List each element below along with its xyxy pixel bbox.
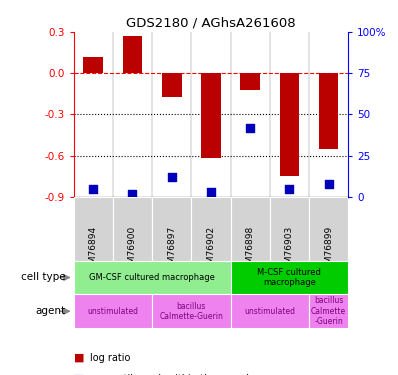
Bar [309,197,348,261]
Point [247,124,254,130]
Text: GSM76903: GSM76903 [285,226,294,275]
Text: log ratio: log ratio [90,353,130,363]
Bar [240,73,260,90]
Text: ■: ■ [74,374,84,375]
Bar [152,197,191,261]
Title: GDS2180 / AGhsA261608: GDS2180 / AGhsA261608 [126,16,296,29]
Bar [74,261,230,294]
Text: unstimulated: unstimulated [244,307,295,316]
Text: GSM76898: GSM76898 [246,226,255,275]
Text: GSM76897: GSM76897 [167,226,176,275]
Text: agent: agent [35,306,66,316]
Text: GSM76902: GSM76902 [207,226,215,274]
Bar [74,197,113,261]
Text: GM-CSF cultured macrophage: GM-CSF cultured macrophage [89,273,215,282]
Bar [230,197,270,261]
Text: GSM76900: GSM76900 [128,226,137,275]
Bar [152,294,230,328]
Text: bacillus
Calmette-Guerin: bacillus Calmette-Guerin [159,302,223,321]
Bar [280,73,299,176]
Point [168,174,175,180]
Text: bacillus
Calmette
-Guerin: bacillus Calmette -Guerin [311,296,346,326]
Point [326,181,332,187]
Text: GSM76899: GSM76899 [324,226,333,275]
Text: cell type: cell type [21,273,66,282]
Bar [309,294,348,328]
Bar [191,197,230,261]
Point [286,186,293,192]
Text: GSM76894: GSM76894 [89,226,98,274]
Point [129,190,136,196]
Bar [230,261,348,294]
Text: M-CSF cultured
macrophage: M-CSF cultured macrophage [258,268,321,287]
Bar [201,73,221,158]
Bar [84,57,103,73]
Bar [319,73,338,149]
Text: unstimulated: unstimulated [88,307,139,316]
Bar [113,197,152,261]
Bar [74,294,152,328]
Bar [162,73,181,96]
Text: ■: ■ [74,353,84,363]
Bar [123,36,142,73]
Point [208,189,214,195]
Text: percentile rank within the sample: percentile rank within the sample [90,374,255,375]
Bar [270,197,309,261]
Point [90,186,96,192]
Bar [230,294,309,328]
